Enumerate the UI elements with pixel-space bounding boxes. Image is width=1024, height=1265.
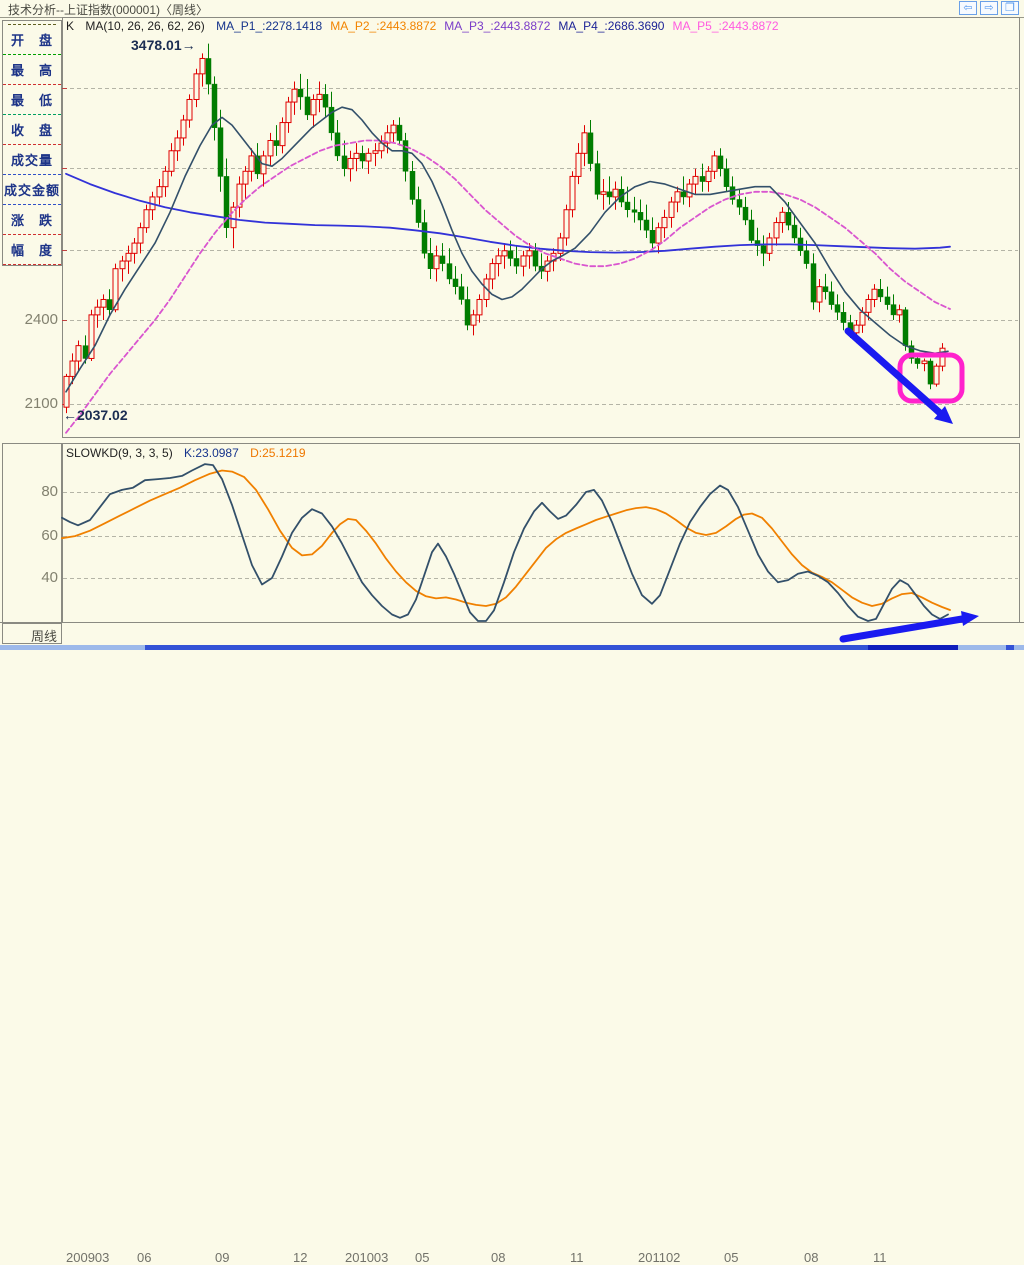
- x-axis-label: 200903: [66, 1250, 110, 1265]
- sidebar-item-change[interactable]: 涨 跌: [3, 205, 61, 235]
- toolbar: ⇦ ⇨ ❐: [959, 1, 1019, 15]
- indicator-ma-params: MA(10, 26, 26, 62, 26): [85, 19, 205, 33]
- x-axis-label: 08: [804, 1250, 819, 1265]
- chart-canvas[interactable]: [0, 0, 1024, 650]
- strip-segment: [145, 645, 868, 650]
- main-chart-panel[interactable]: [62, 17, 1020, 438]
- windows-icon: ❐: [1005, 2, 1015, 14]
- sidebar-item-volume[interactable]: 成交量: [3, 145, 61, 175]
- cascade-button[interactable]: ❐: [1001, 1, 1019, 15]
- window-title: 技术分析--上证指数(000001)〈周线〉: [8, 3, 209, 17]
- ma-value-5: MA_P5_:2443.8872: [672, 19, 779, 33]
- sidebar-item-close[interactable]: 收 盘: [3, 115, 61, 145]
- high-annotation: 3478.01→: [131, 37, 196, 53]
- x-axis-label: 11: [873, 1250, 887, 1265]
- price-axis-label: 2400: [24, 311, 58, 328]
- sidebar: 开 盘最 高最 低收 盘成交量 成交金额涨 跌幅 度: [2, 20, 62, 266]
- kd-label: SLOWKD(9, 3, 3, 5): [66, 446, 173, 460]
- ma-value-1: MA_P1_:2278.1418: [216, 19, 323, 33]
- title-bar: 技术分析--上证指数(000001)〈周线〉 ⇦ ⇨ ❐: [0, 0, 1024, 18]
- ma-value-3: MA_P3_:2443.8872: [444, 19, 551, 33]
- kd-axis-label: 40: [41, 569, 58, 586]
- arrow-left-icon: ⇦: [963, 2, 973, 14]
- sidebar-item-high[interactable]: 最 高: [3, 55, 61, 85]
- sidebar-top-divider: [8, 24, 56, 25]
- arrow-right-icon: ⇨: [984, 2, 994, 14]
- ma-value-2: MA_P2_:2443.8872: [330, 19, 437, 33]
- period-label: 周线: [30, 629, 57, 644]
- strip-segment: [1006, 645, 1014, 650]
- sidebar-item-amplitude[interactable]: 幅 度: [3, 235, 61, 265]
- kd-axis-label: 80: [41, 483, 58, 500]
- kd-k-value: K:23.0987: [184, 446, 239, 460]
- period-box[interactable]: 周线: [2, 623, 62, 644]
- bottom-strip: [0, 645, 1024, 650]
- ma-indicator-bar: K MA(10, 26, 26, 62, 26) MA_P1_:2278.141…: [66, 19, 787, 33]
- x-axis-label: 09: [215, 1250, 230, 1265]
- sidebar-item-turnover[interactable]: 成交金额: [3, 175, 61, 205]
- kd-d-value: D:25.1219: [250, 446, 306, 460]
- x-axis-label: 12: [293, 1250, 308, 1265]
- ma-value-4: MA_P4_:2686.3690: [558, 19, 665, 33]
- forward-button[interactable]: ⇨: [980, 1, 998, 15]
- back-button[interactable]: ⇦: [959, 1, 977, 15]
- sidebar-item-low[interactable]: 最 低: [3, 85, 61, 115]
- x-axis-label: 11: [570, 1250, 584, 1265]
- strip-segment: [868, 645, 958, 650]
- sidebar-item-open[interactable]: 开 盘: [3, 25, 61, 55]
- x-axis-label: 05: [415, 1250, 430, 1265]
- x-axis-label: 05: [724, 1250, 739, 1265]
- kd-axis-label: 60: [41, 527, 58, 544]
- low-annotation: ←2037.02: [63, 407, 128, 423]
- indicator-k-label: K: [66, 19, 75, 33]
- kd-header: SLOWKD(9, 3, 3, 5) K:23.0987 D:25.1219: [66, 446, 314, 460]
- kd-indicator-panel[interactable]: [62, 443, 1020, 623]
- x-axis-label: 201003: [345, 1250, 389, 1265]
- x-axis-label: 08: [491, 1250, 506, 1265]
- x-axis-label: 06: [137, 1250, 152, 1265]
- x-axis-label: 201102: [638, 1250, 681, 1265]
- price-axis-label: 2100: [24, 395, 58, 412]
